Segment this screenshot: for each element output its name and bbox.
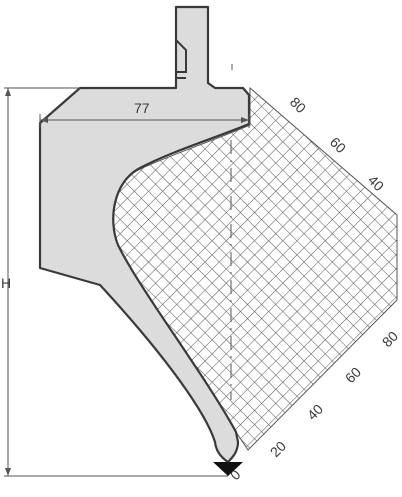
lower-tick-60: 60 [342,364,364,386]
tip-marker [213,462,243,476]
right-tick-60: 60 [327,134,349,156]
width-dimension-label: 77 [134,100,150,116]
tang-notch [175,39,187,79]
width-arrow-left [40,117,48,123]
width-arrow-right [241,117,249,123]
height-dimension-label: H [1,275,11,291]
height-arrow-top [5,88,11,96]
lower-tick-20: 20 [267,438,289,460]
punch-body [38,5,251,464]
right-tick-80: 80 [287,94,309,116]
lower-tick-80: 80 [379,328,401,350]
lower-tick-40: 40 [304,401,326,423]
height-arrow-bottom [5,468,11,476]
